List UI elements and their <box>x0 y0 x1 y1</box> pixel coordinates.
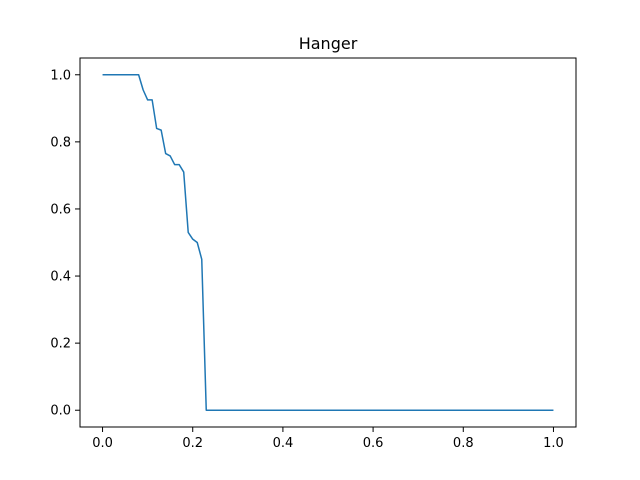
x-tick-label: 1.0 <box>543 436 564 451</box>
y-tick-label: 0.4 <box>50 270 71 285</box>
x-tick-label: 0.0 <box>92 436 113 451</box>
x-tick-label: 0.2 <box>182 436 203 451</box>
y-tick-label: 0.2 <box>50 337 71 352</box>
y-tick-label: 1.0 <box>50 68 71 83</box>
y-tick-label: 0.8 <box>50 135 71 150</box>
x-axis: 0.0 0.2 0.4 0.6 0.8 1.0 <box>92 427 564 451</box>
x-tick-label: 0.8 <box>453 436 474 451</box>
chart-title: Hanger <box>299 34 358 53</box>
x-tick-label: 0.6 <box>363 436 384 451</box>
plot-area <box>79 57 577 428</box>
series-line <box>102 74 554 411</box>
axes-frame <box>79 57 577 428</box>
y-tick-label: 0.0 <box>50 404 71 419</box>
y-tick-label: 0.6 <box>50 202 71 217</box>
x-tick-label: 0.4 <box>273 436 294 451</box>
y-axis: 0.0 0.2 0.4 0.6 0.8 1.0 <box>50 68 80 419</box>
